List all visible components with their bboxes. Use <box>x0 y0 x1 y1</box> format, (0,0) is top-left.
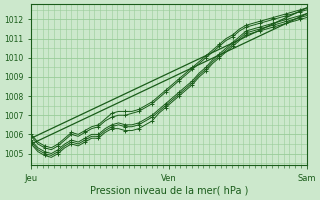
X-axis label: Pression niveau de la mer( hPa ): Pression niveau de la mer( hPa ) <box>90 186 248 196</box>
